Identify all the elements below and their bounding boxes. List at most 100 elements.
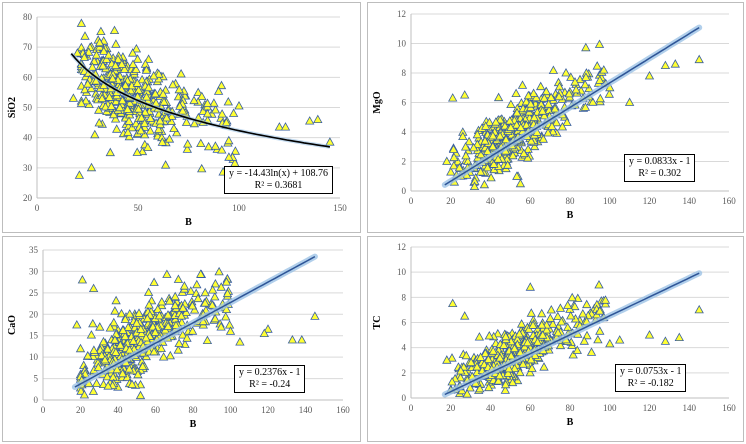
data-point bbox=[84, 47, 94, 56]
data-point bbox=[120, 331, 130, 340]
data-point bbox=[68, 93, 79, 102]
data-point bbox=[280, 122, 291, 131]
data-point bbox=[79, 52, 89, 61]
data-point bbox=[125, 309, 135, 318]
data-point bbox=[76, 18, 87, 27]
data-point bbox=[488, 346, 498, 355]
data-point bbox=[495, 131, 505, 140]
y-axis-label-mgo: MgO bbox=[372, 91, 383, 113]
data-point bbox=[91, 50, 102, 59]
data-point bbox=[98, 60, 108, 70]
data-point bbox=[197, 163, 207, 173]
data-point bbox=[93, 362, 104, 371]
trendline-sio2 bbox=[70, 53, 331, 148]
data-point bbox=[83, 350, 93, 360]
data-point bbox=[555, 340, 566, 350]
data-point bbox=[104, 92, 115, 101]
data-point bbox=[202, 98, 213, 107]
y-tick-label-tc: 12 bbox=[397, 242, 406, 252]
data-point bbox=[200, 287, 210, 297]
data-point bbox=[454, 162, 465, 172]
data-point bbox=[91, 378, 102, 387]
data-point bbox=[74, 170, 85, 179]
data-point bbox=[580, 102, 591, 111]
data-point bbox=[98, 336, 109, 346]
data-point bbox=[605, 338, 615, 348]
y-tick-label-cao: 20 bbox=[29, 309, 39, 319]
data-point bbox=[123, 127, 133, 136]
data-point bbox=[512, 107, 522, 117]
data-point bbox=[86, 330, 97, 339]
data-point bbox=[217, 109, 227, 118]
data-point bbox=[196, 269, 206, 278]
data-point bbox=[305, 116, 315, 125]
r2-sio2: R² = 0.3681 bbox=[254, 180, 303, 191]
data-point bbox=[520, 341, 530, 351]
data-point bbox=[449, 160, 459, 170]
data-point bbox=[154, 69, 164, 78]
y-axis-label-cao: CaO bbox=[7, 315, 18, 335]
data-point bbox=[234, 100, 244, 110]
equation-box-tc: y = 0.0753x - 1 R² = -0.182 bbox=[615, 364, 687, 392]
data-point bbox=[525, 282, 535, 291]
x-tick-label-mgo: 140 bbox=[683, 196, 697, 206]
data-point bbox=[546, 92, 556, 101]
x-tick-label-cao: 140 bbox=[299, 405, 313, 415]
equation-box-sio2: y = -14.43ln(x) + 108.76 R² = 0.3681 bbox=[224, 166, 334, 194]
y-tick-label-tc: 8 bbox=[402, 292, 407, 302]
data-point bbox=[456, 365, 466, 375]
data-point bbox=[110, 60, 121, 70]
x-tick-label-cao: 160 bbox=[336, 405, 350, 415]
data-point bbox=[170, 300, 180, 310]
data-point bbox=[189, 118, 200, 128]
data-point bbox=[110, 306, 120, 315]
data-point bbox=[564, 88, 574, 98]
data-point bbox=[207, 300, 217, 309]
data-point bbox=[519, 148, 529, 158]
data-point bbox=[516, 319, 527, 328]
data-point bbox=[475, 167, 486, 176]
data-point bbox=[528, 88, 539, 97]
data-point bbox=[548, 65, 559, 74]
data-point bbox=[174, 338, 184, 347]
data-point bbox=[143, 54, 154, 63]
data-point bbox=[514, 328, 525, 338]
data-point bbox=[117, 368, 128, 378]
x-tick-label-sio2: 150 bbox=[333, 203, 347, 213]
data-point bbox=[172, 127, 182, 137]
data-point bbox=[158, 89, 168, 98]
data-point bbox=[208, 285, 218, 294]
data-point bbox=[157, 296, 167, 306]
data-point bbox=[484, 117, 495, 126]
data-point bbox=[182, 333, 192, 342]
data-point bbox=[141, 92, 152, 101]
data-point bbox=[447, 353, 457, 362]
points-sio2 bbox=[68, 18, 335, 188]
data-point bbox=[140, 129, 150, 139]
data-point bbox=[132, 147, 142, 156]
data-point bbox=[124, 116, 134, 125]
data-point bbox=[660, 336, 671, 345]
data-point bbox=[86, 83, 96, 93]
data-point bbox=[539, 93, 549, 102]
y-tick-label-cao: 15 bbox=[29, 331, 39, 341]
data-point bbox=[506, 122, 516, 132]
y-tick-label-sio2: 50 bbox=[23, 103, 33, 113]
data-point bbox=[313, 114, 323, 123]
data-point bbox=[102, 371, 112, 381]
data-point bbox=[89, 345, 99, 354]
data-point bbox=[566, 310, 576, 320]
data-point bbox=[117, 95, 128, 105]
data-point bbox=[542, 324, 552, 334]
y-tick-label-sio2: 40 bbox=[23, 133, 33, 143]
data-point bbox=[568, 349, 578, 359]
data-point bbox=[149, 277, 159, 286]
data-point bbox=[523, 90, 534, 100]
data-point bbox=[600, 295, 611, 304]
data-point bbox=[87, 62, 98, 71]
data-point bbox=[529, 141, 540, 151]
data-point bbox=[572, 345, 582, 354]
data-point bbox=[531, 92, 541, 102]
